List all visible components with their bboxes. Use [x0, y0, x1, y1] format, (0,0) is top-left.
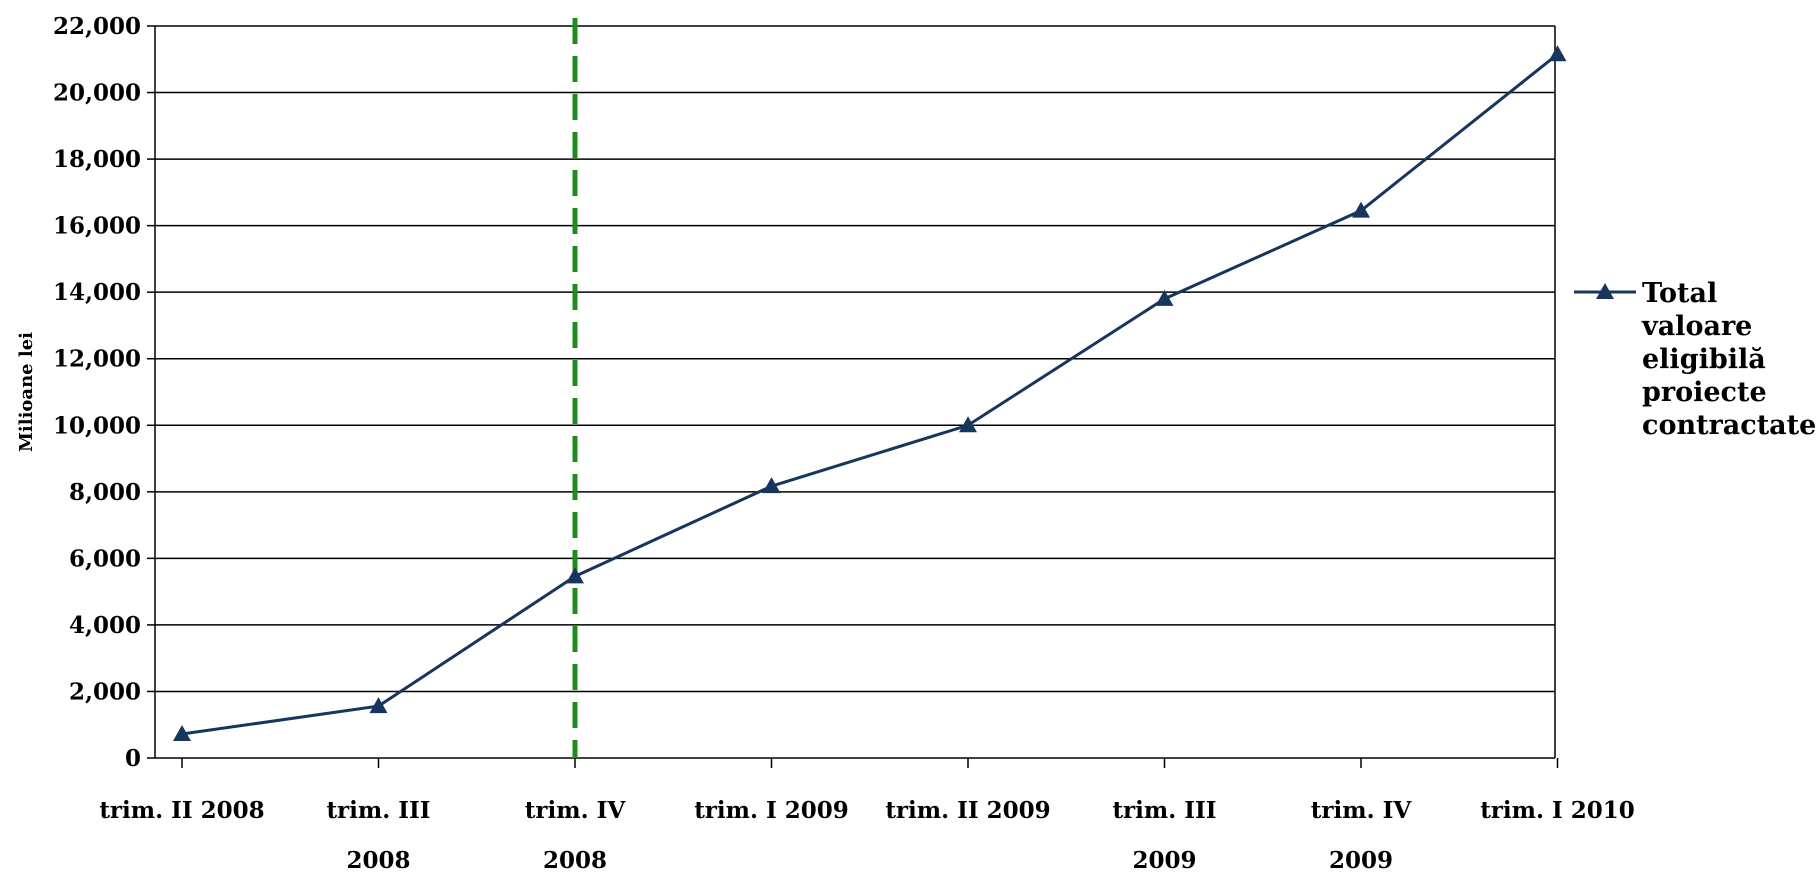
- y-axis-label: Milioane lei: [16, 332, 37, 452]
- series: [173, 45, 1567, 742]
- data-point-marker: [1352, 201, 1370, 218]
- x-tick-label: trim. II 2008: [99, 797, 264, 824]
- x-tick-label-line: trim. II 2008: [99, 797, 264, 824]
- y-tick-labels: 0 2,000 4,000 6,000 8,000 10,000 12,000 14,000 1…: [53, 13, 141, 772]
- x-tick-label-line: trim. III: [326, 797, 430, 824]
- x-tick-label: trim. III 2009: [1112, 797, 1216, 874]
- y-tick-label: 8,000: [69, 479, 141, 506]
- x-tick-label-line: 2009: [1132, 847, 1196, 874]
- y-tick-label: 4,000: [69, 612, 141, 639]
- series-line: [181, 53, 1559, 736]
- legend-label: Total valoare eligibilă proiecte contractate: [1641, 278, 1816, 441]
- y-tick-label: 22,000: [53, 13, 141, 40]
- x-tick-label-line: trim. I 2009: [694, 797, 849, 824]
- data-point-marker: [1155, 289, 1174, 306]
- legend-label-line: valoare: [1641, 311, 1752, 342]
- y-tick-label: 16,000: [53, 213, 141, 240]
- legend-label-line: Total: [1642, 278, 1717, 309]
- y-tick-label: 6,000: [69, 545, 141, 572]
- x-tick-label-line: trim. III: [1112, 797, 1216, 824]
- data-point-marker: [173, 725, 191, 742]
- legend-label-line: proiecte: [1642, 377, 1767, 408]
- y-tick-label: 20,000: [53, 80, 141, 107]
- y-tick-label: 0: [125, 745, 141, 772]
- data-point-marker: [1548, 45, 1567, 62]
- y-tick-label: 2,000: [69, 678, 141, 705]
- x-tick-label-line: 2009: [1329, 847, 1393, 874]
- legend-label-line: contractate: [1642, 410, 1816, 441]
- y-tick-label: 12,000: [53, 346, 141, 373]
- x-tick-label: trim. II 2009: [885, 797, 1050, 824]
- data-point-marker: [566, 567, 584, 584]
- y-tick-label: 10,000: [53, 412, 141, 439]
- x-tick-label-line: trim. II 2009: [885, 797, 1050, 824]
- data-point-marker: [369, 697, 388, 714]
- x-tick-label: trim. IV 2009: [1311, 797, 1413, 874]
- x-tick-label-line: trim. IV: [525, 797, 627, 824]
- y-tick-label: 14,000: [53, 279, 141, 306]
- legend-label-line: eligibilă: [1642, 344, 1766, 375]
- x-tick-label: trim. IV 2008: [525, 797, 627, 874]
- data-point-marker: [959, 416, 977, 433]
- data-point-marker: [762, 477, 781, 494]
- gridlines: [155, 25, 1555, 759]
- x-tick-label: trim. I 2010: [1480, 797, 1635, 824]
- x-tick-label: trim. I 2009: [694, 797, 849, 824]
- x-tick-label-line: 2008: [543, 847, 607, 874]
- axes: [147, 25, 1559, 768]
- legend: Total valoare eligibilă proiecte contractate: [1574, 278, 1816, 441]
- x-tick-label: trim. III 2008: [326, 797, 430, 874]
- y-tick-label: 18,000: [53, 146, 141, 173]
- x-tick-label-line: trim. IV: [1311, 797, 1413, 824]
- x-tick-label-line: trim. I 2010: [1480, 797, 1635, 824]
- legend-marker: [1596, 283, 1614, 299]
- x-tick-label-line: 2008: [346, 847, 410, 874]
